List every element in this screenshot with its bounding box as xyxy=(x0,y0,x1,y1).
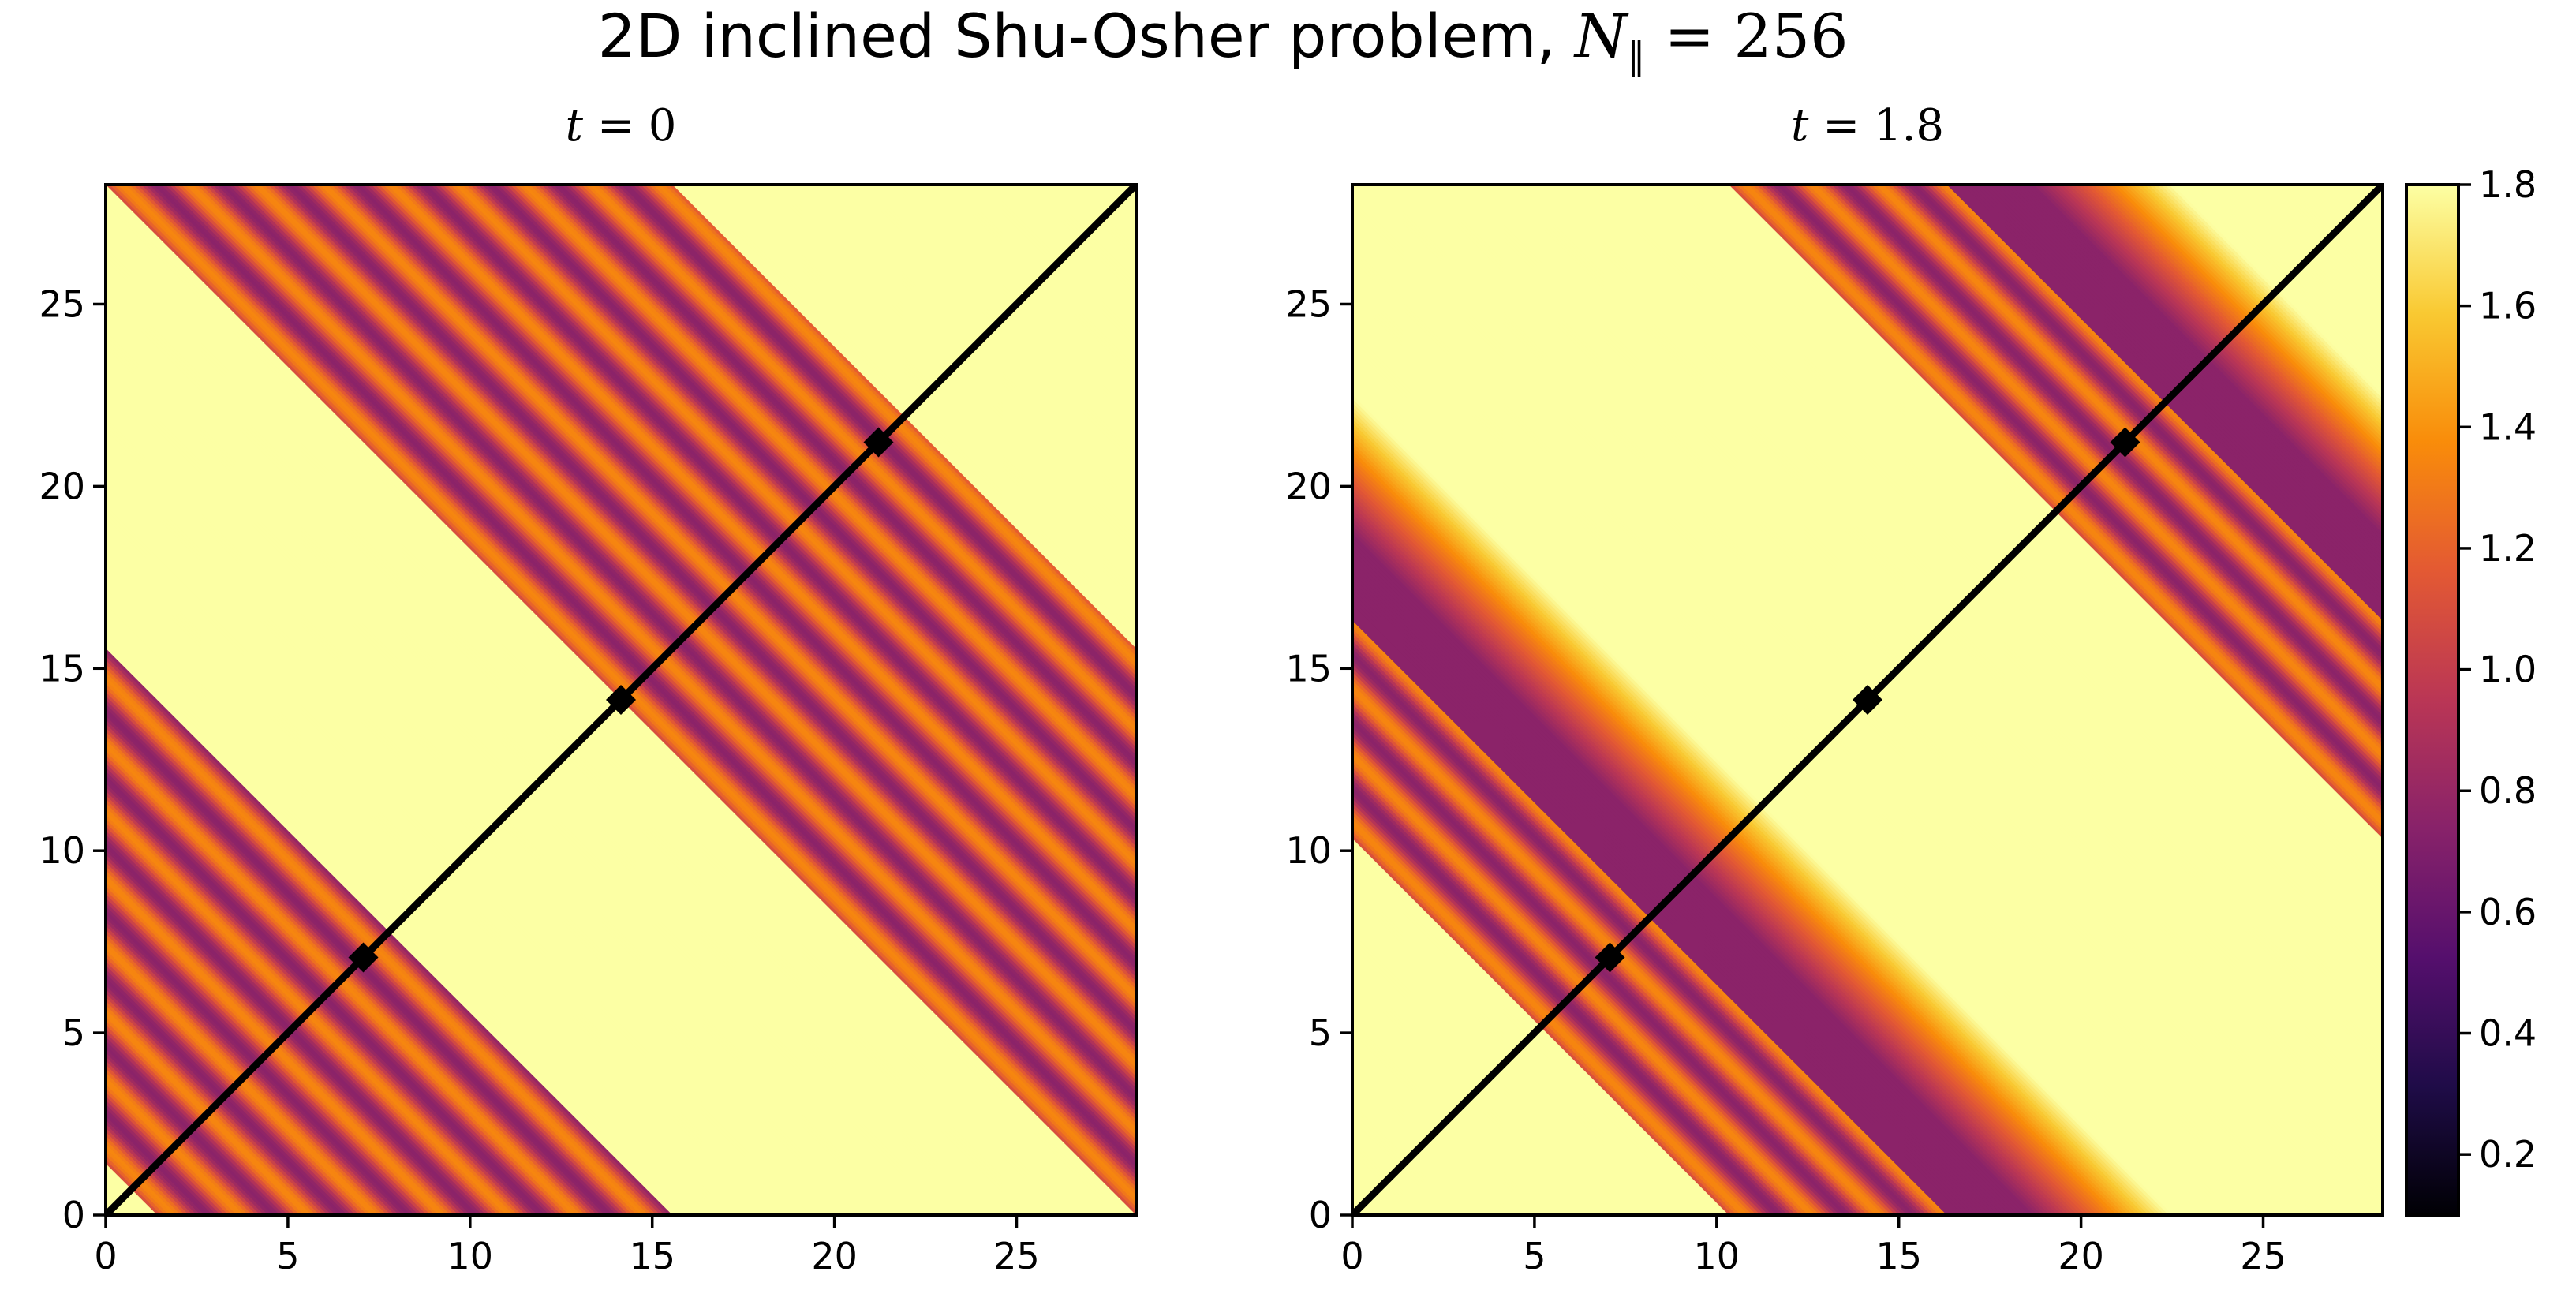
x-tick-label: 20 xyxy=(811,1235,858,1277)
y-tick-label: 15 xyxy=(39,647,85,690)
panel-right-title-var: t xyxy=(1791,100,1809,151)
figure-title-value: 256 xyxy=(1733,1,1848,71)
figure-title-prefix: 2D inclined Shu-Osher problem, xyxy=(598,1,1575,71)
x-tick-label: 25 xyxy=(993,1235,1040,1277)
y-tick-label: 15 xyxy=(1285,647,1332,690)
y-tick-label: 10 xyxy=(39,829,85,872)
y-tick-label: 25 xyxy=(39,282,85,325)
x-tick-label: 20 xyxy=(2058,1235,2104,1277)
panel-left-frame xyxy=(104,183,1138,1217)
colorbar-tick-label: 1.8 xyxy=(2479,163,2537,206)
y-tick-label: 5 xyxy=(62,1011,85,1054)
panel-left-title-var: t xyxy=(566,100,584,151)
colorbar-gradient xyxy=(2406,185,2458,1215)
figure-title-equals: = xyxy=(1645,1,1733,71)
diagonal-marker xyxy=(2110,427,2140,458)
y-tick-label: 25 xyxy=(1285,282,1332,325)
panel-left-title-value: 0 xyxy=(649,100,677,151)
x-tick-label: 15 xyxy=(1875,1235,1922,1277)
x-tick-label: 5 xyxy=(1523,1235,1546,1277)
diagonal-marker xyxy=(348,942,379,973)
colorbar: 0.2 0.4 0.6 0.8 1.0 1.2 1.4 1.6 1.8 xyxy=(2405,163,2537,1217)
diagonal-marker xyxy=(863,427,894,458)
colorbar-frame xyxy=(2405,183,2460,1217)
panel-right-title-eq: = xyxy=(1808,100,1874,151)
colorbar-tick-label: 1.0 xyxy=(2479,649,2537,691)
panel-right-frame xyxy=(1351,183,2384,1217)
y-tick-label: 10 xyxy=(1285,829,1332,872)
x-tick-label: 0 xyxy=(94,1235,117,1277)
diagonal-marker xyxy=(606,685,636,715)
panel-right-axes: 0 5 10 15 20 25 0 5 10 15 20 25 xyxy=(1285,282,2286,1277)
y-tick-label: 20 xyxy=(39,465,85,507)
colorbar-tick-label: 1.4 xyxy=(2479,406,2537,448)
panel-left-axes: 0 5 10 15 20 25 0 5 10 15 20 25 xyxy=(39,282,1039,1277)
colorbar-tick-label: 1.2 xyxy=(2479,527,2537,570)
x-tick-label: 15 xyxy=(629,1235,675,1277)
colorbar-tick-label: 1.6 xyxy=(2479,285,2537,327)
figure-title-subscript: ‖ xyxy=(1627,34,1645,77)
y-tick-label: 0 xyxy=(1309,1194,1332,1236)
panel-right-title-value: 1.8 xyxy=(1874,100,1944,151)
y-tick-label: 20 xyxy=(1285,465,1332,507)
figure-title-symbol: N xyxy=(1573,1,1629,71)
x-tick-label: 10 xyxy=(447,1235,494,1277)
colorbar-ticks: 0.2 0.4 0.6 0.8 1.0 1.2 1.4 1.6 1.8 xyxy=(2458,163,2537,1176)
x-tick-label: 5 xyxy=(276,1235,299,1277)
diagonal-marker xyxy=(1853,685,1882,715)
x-tick-label: 10 xyxy=(1694,1235,1740,1277)
panel-right-title: t = 1.8 xyxy=(1791,100,1944,151)
panel-right-overlay xyxy=(1352,185,2383,1215)
colorbar-tick-label: 0.6 xyxy=(2479,891,2537,933)
diagonal-marker xyxy=(1595,942,1625,973)
colorbar-tick-label: 0.8 xyxy=(2479,769,2537,812)
figure-title: 2D inclined Shu-Osher problem, N‖ = 256 xyxy=(598,1,1849,77)
x-tick-label: 25 xyxy=(2240,1235,2286,1277)
y-tick-label: 0 xyxy=(62,1194,85,1236)
x-tick-label: 0 xyxy=(1340,1235,1363,1277)
panel-left-title: t = 0 xyxy=(566,100,677,151)
panel-left-overlay xyxy=(106,185,1136,1215)
colorbar-tick-label: 0.2 xyxy=(2479,1133,2537,1176)
y-tick-label: 5 xyxy=(1309,1011,1332,1054)
panel-left-title-eq: = xyxy=(583,100,649,151)
colorbar-tick-label: 0.4 xyxy=(2479,1012,2537,1055)
